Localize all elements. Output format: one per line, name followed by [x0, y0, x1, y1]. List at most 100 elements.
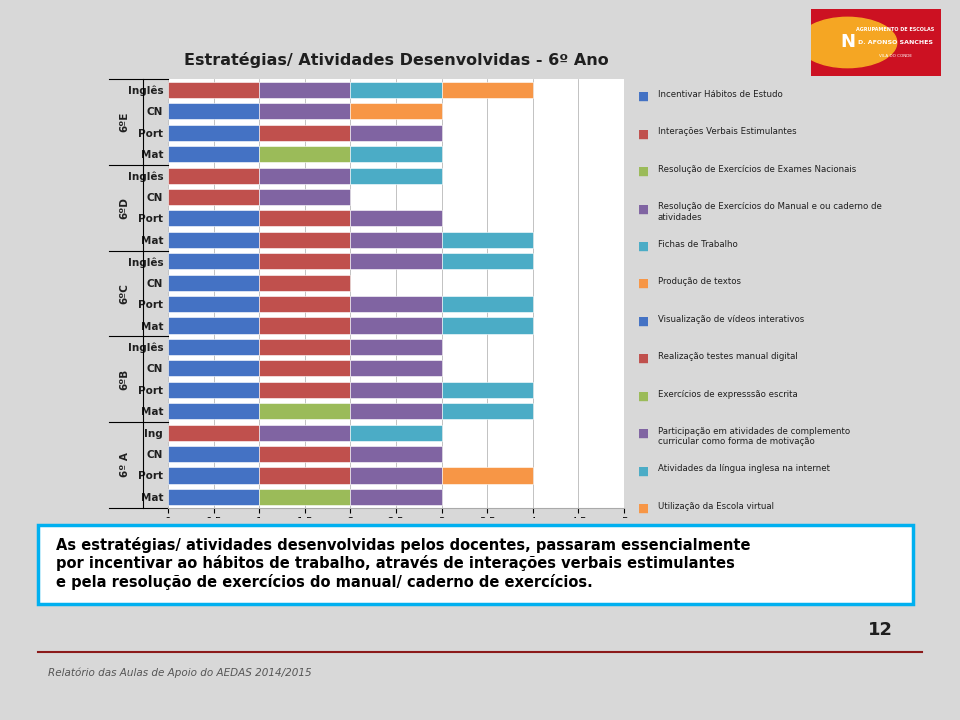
Text: Relatório das Aulas de Apoio do AEDAS 2014/2015: Relatório das Aulas de Apoio do AEDAS 20… — [48, 668, 312, 678]
Bar — [259, 360, 350, 377]
Bar — [168, 339, 259, 355]
Text: ■: ■ — [638, 352, 650, 365]
Text: 12: 12 — [868, 621, 893, 639]
Bar — [168, 403, 259, 419]
Bar — [259, 382, 350, 398]
Bar — [259, 103, 350, 120]
Text: ■: ■ — [638, 315, 650, 328]
Text: Atividades da língua inglesa na internet: Atividades da língua inglesa na internet — [658, 464, 829, 474]
Bar — [168, 210, 259, 227]
Bar — [168, 425, 259, 441]
Bar — [259, 232, 350, 248]
Bar — [259, 467, 350, 484]
Bar — [259, 125, 350, 141]
Text: 6ºE: 6ºE — [120, 112, 130, 132]
Bar — [442, 232, 533, 248]
Bar — [168, 103, 259, 120]
Text: 6ºC: 6ºC — [120, 283, 130, 304]
Text: Fichas de Trabalho: Fichas de Trabalho — [658, 240, 737, 248]
Bar — [168, 232, 259, 248]
Bar — [168, 253, 259, 269]
Bar — [168, 125, 259, 141]
Bar — [350, 82, 442, 98]
Bar — [168, 318, 259, 333]
Text: Resolução de Exercícios do Manual e ou caderno de
atividades: Resolução de Exercícios do Manual e ou c… — [658, 202, 881, 222]
Text: ■: ■ — [638, 90, 650, 103]
Bar — [350, 403, 442, 419]
Text: ■: ■ — [638, 277, 650, 290]
Bar — [259, 146, 350, 162]
Bar — [168, 189, 259, 205]
Text: Incentivar Hábitos de Estudo: Incentivar Hábitos de Estudo — [658, 90, 782, 99]
Bar — [350, 253, 442, 269]
Bar — [168, 446, 259, 462]
Bar — [259, 489, 350, 505]
Bar — [259, 339, 350, 355]
Bar — [350, 296, 442, 312]
Bar — [259, 296, 350, 312]
Text: Visualização de vídeos interativos: Visualização de vídeos interativos — [658, 315, 804, 324]
Text: Realização testes manual digital: Realização testes manual digital — [658, 352, 798, 361]
Bar — [350, 210, 442, 227]
Text: Interações Verbais Estimulantes: Interações Verbais Estimulantes — [658, 127, 796, 137]
Circle shape — [798, 17, 897, 68]
Text: 6º A: 6º A — [120, 452, 130, 477]
Bar — [442, 253, 533, 269]
Bar — [168, 296, 259, 312]
Text: Participação em atividades de complemento
curricular como forma de motivação: Participação em atividades de complement… — [658, 427, 850, 446]
Bar — [442, 82, 533, 98]
Text: VILA DO CONDE: VILA DO CONDE — [879, 54, 912, 58]
Text: Resolução de Exercícios de Exames Nacionais: Resolução de Exercícios de Exames Nacion… — [658, 165, 856, 174]
Bar — [259, 425, 350, 441]
Text: ■: ■ — [638, 127, 650, 140]
Bar — [350, 232, 442, 248]
Bar — [350, 168, 442, 184]
Text: ■: ■ — [638, 427, 650, 440]
Bar — [168, 360, 259, 377]
Bar — [259, 253, 350, 269]
Text: N: N — [840, 33, 855, 52]
Bar — [350, 318, 442, 333]
Text: D. AFONSO SANCHES: D. AFONSO SANCHES — [858, 40, 933, 45]
Title: Estratégias/ Atividades Desenvolvidas - 6º Ano: Estratégias/ Atividades Desenvolvidas - … — [183, 53, 609, 68]
Bar — [168, 146, 259, 162]
Bar — [259, 274, 350, 291]
Bar — [442, 403, 533, 419]
Text: ■: ■ — [638, 202, 650, 215]
Bar — [350, 489, 442, 505]
Text: As estratégias/ atividades desenvolvidas pelos docentes, passaram essencialmente: As estratégias/ atividades desenvolvidas… — [56, 537, 751, 590]
Bar — [168, 274, 259, 291]
Text: Utilização da Escola virtual: Utilização da Escola virtual — [658, 502, 774, 511]
Bar — [259, 189, 350, 205]
Bar — [259, 168, 350, 184]
Text: Produção de textos: Produção de textos — [658, 277, 740, 286]
Bar — [350, 103, 442, 120]
Bar — [259, 82, 350, 98]
Bar — [259, 403, 350, 419]
Text: ■: ■ — [638, 502, 650, 515]
Bar — [350, 146, 442, 162]
Bar — [350, 339, 442, 355]
Bar — [168, 489, 259, 505]
FancyBboxPatch shape — [37, 525, 913, 604]
Text: Exercícios de expresssão escrita: Exercícios de expresssão escrita — [658, 390, 798, 398]
Bar — [168, 82, 259, 98]
Bar — [350, 446, 442, 462]
Bar — [350, 125, 442, 141]
Bar — [259, 446, 350, 462]
Bar — [442, 382, 533, 398]
Bar — [442, 296, 533, 312]
Text: ■: ■ — [638, 165, 650, 178]
Bar — [168, 382, 259, 398]
Bar — [442, 318, 533, 333]
Bar — [442, 467, 533, 484]
Bar — [259, 210, 350, 227]
Text: ■: ■ — [638, 464, 650, 477]
Bar — [168, 168, 259, 184]
Bar — [350, 360, 442, 377]
Text: ■: ■ — [638, 390, 650, 402]
Bar — [350, 467, 442, 484]
Bar — [168, 467, 259, 484]
Bar — [350, 382, 442, 398]
Bar — [350, 425, 442, 441]
